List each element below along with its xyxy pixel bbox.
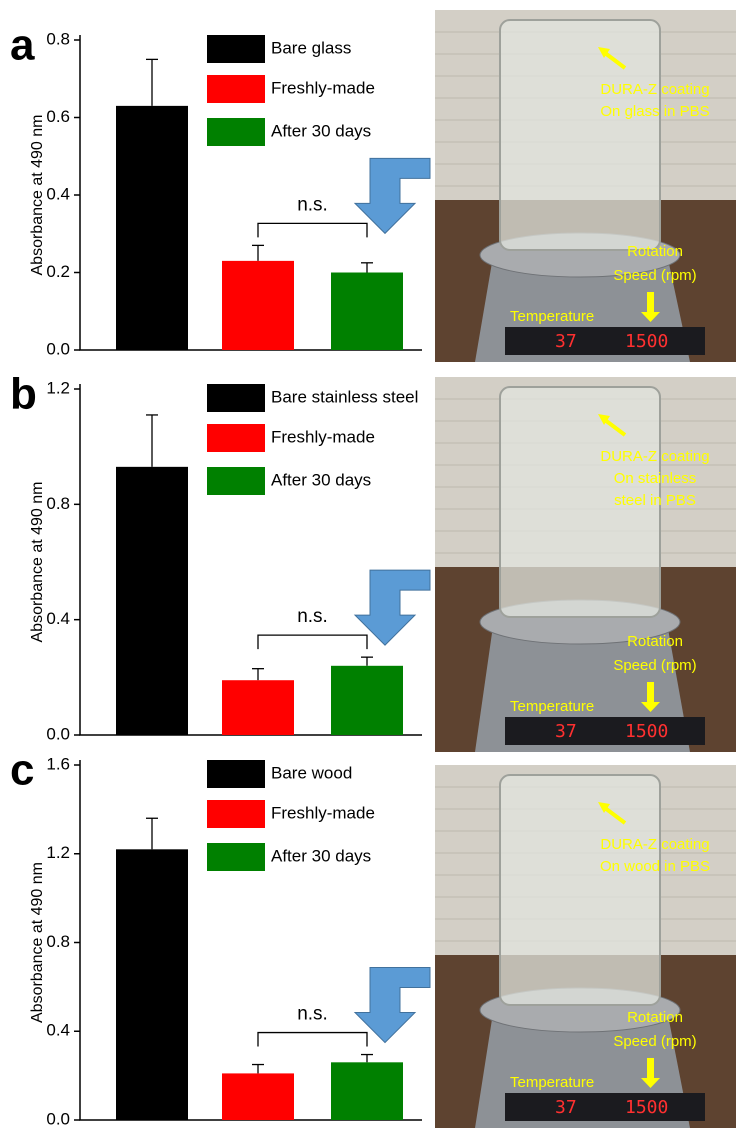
legend-label: After 30 days — [271, 121, 371, 140]
coating-label: DURA-Z coating — [600, 836, 709, 853]
y-tick-label: 1.6 — [46, 754, 70, 773]
rotation-label: Speed (rpm) — [613, 657, 696, 674]
bar — [116, 849, 188, 1120]
display-temp: 37 — [555, 1097, 577, 1118]
panel-label: b — [10, 370, 37, 419]
beaker — [500, 775, 660, 1005]
yellow-down-arrow — [647, 1058, 654, 1080]
bar — [222, 261, 294, 350]
y-axis-label: Absorbance at 490 nm — [29, 862, 46, 1023]
rotation-label: Rotation — [627, 1009, 683, 1026]
significance-bracket — [258, 223, 367, 237]
significance-label: n.s. — [297, 194, 328, 215]
y-tick-label: 0.8 — [46, 29, 70, 48]
coating-label: steel in PBS — [614, 492, 696, 509]
y-tick-label: 0.8 — [46, 932, 70, 951]
significance-label: n.s. — [297, 1004, 328, 1025]
bar — [222, 1073, 294, 1120]
coating-label: On glass in PBS — [600, 103, 709, 120]
display-temp: 37 — [555, 331, 577, 352]
yellow-down-arrow — [647, 682, 654, 704]
y-tick-label: 0.0 — [46, 724, 70, 743]
legend-swatch — [207, 800, 265, 828]
legend-swatch — [207, 760, 265, 788]
blue-arrow — [355, 968, 430, 1043]
display-speed: 1500 — [625, 721, 668, 742]
bar — [222, 680, 294, 735]
coating-label: DURA-Z coating — [600, 448, 709, 465]
legend-label: Freshly-made — [271, 427, 375, 446]
rotation-label: Speed (rpm) — [613, 1033, 696, 1050]
y-axis-label: Absorbance at 490 nm — [29, 115, 46, 276]
y-tick-label: 0.4 — [46, 609, 70, 628]
bar — [331, 666, 403, 735]
panel-label: a — [10, 21, 35, 70]
y-tick-label: 0.8 — [46, 494, 70, 513]
temperature-label: Temperature — [510, 698, 594, 715]
display-panel — [505, 1093, 705, 1121]
temperature-label: Temperature — [510, 1074, 594, 1091]
y-tick-label: 0.0 — [46, 1109, 70, 1128]
beaker — [500, 20, 660, 250]
significance-label: n.s. — [297, 606, 328, 627]
significance-bracket — [258, 635, 367, 649]
blue-arrow — [355, 158, 430, 233]
legend-label: Freshly-made — [271, 803, 375, 822]
display-temp: 37 — [555, 721, 577, 742]
y-tick-label: 1.2 — [46, 843, 70, 862]
coating-label: On stainless — [614, 470, 697, 487]
display-speed: 1500 — [625, 331, 668, 352]
rotation-label: Rotation — [627, 633, 683, 650]
legend-label: Bare wood — [271, 763, 352, 782]
display-panel — [505, 327, 705, 355]
legend-label: After 30 days — [271, 846, 371, 865]
y-tick-label: 0.2 — [46, 262, 70, 281]
y-tick-label: 0.6 — [46, 107, 70, 126]
yellow-down-arrow — [647, 292, 654, 314]
significance-bracket — [258, 1033, 367, 1047]
bar — [331, 1062, 403, 1120]
legend-label: Freshly-made — [271, 78, 375, 97]
bar — [116, 106, 188, 350]
coating-label: On wood in PBS — [600, 858, 710, 875]
figure: a Absorbance at 490 nm 0.0 0.2 0.4 0.6 0.8 Bare… — [0, 0, 736, 1131]
display-speed: 1500 — [625, 1097, 668, 1118]
y-tick-label: 0.4 — [46, 184, 70, 203]
coating-label: DURA-Z coating — [600, 81, 709, 98]
blue-arrow — [355, 570, 430, 645]
display-panel — [505, 717, 705, 745]
y-tick-label: 0.0 — [46, 339, 70, 358]
bar — [331, 273, 403, 351]
legend-swatch — [207, 467, 265, 495]
y-axis-label: Absorbance at 490 nm — [29, 482, 46, 643]
legend-swatch — [207, 75, 265, 103]
legend-label: Bare glass — [271, 38, 351, 57]
rotation-label: Rotation — [627, 243, 683, 260]
bar — [116, 467, 188, 735]
y-tick-label: 0.4 — [46, 1021, 70, 1040]
legend-swatch — [207, 843, 265, 871]
panel-label: c — [10, 746, 34, 795]
legend-swatch — [207, 35, 265, 63]
rotation-label: Speed (rpm) — [613, 267, 696, 284]
legend-swatch — [207, 118, 265, 146]
legend-swatch — [207, 384, 265, 412]
legend-label: Bare stainless steel — [271, 387, 418, 406]
legend-label: After 30 days — [271, 470, 371, 489]
legend-swatch — [207, 424, 265, 452]
y-tick-label: 1.2 — [46, 378, 70, 397]
temperature-label: Temperature — [510, 308, 594, 325]
